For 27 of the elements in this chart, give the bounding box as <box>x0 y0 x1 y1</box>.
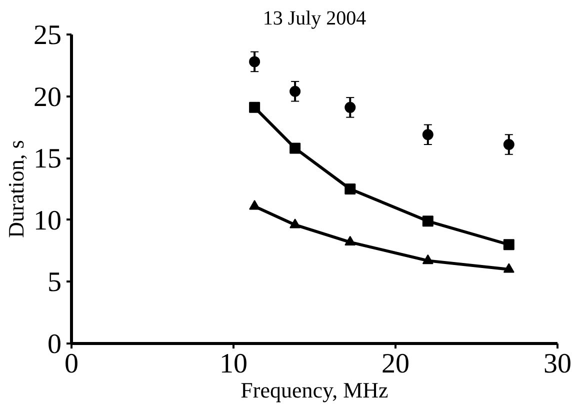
point <box>290 218 301 228</box>
point <box>344 102 356 113</box>
y-axis-title: Duration, s <box>4 140 28 238</box>
y-tick-label: 0 <box>48 329 62 360</box>
x-tick-label: 20 <box>382 348 410 380</box>
point <box>344 184 356 194</box>
y-tick-label: 10 <box>34 205 62 236</box>
point <box>422 254 434 264</box>
y-tick-label: 25 <box>34 20 62 51</box>
chart-title: 13 July 2004 <box>262 8 366 30</box>
point <box>249 102 260 113</box>
point <box>290 142 301 154</box>
point <box>503 139 514 150</box>
point <box>503 239 514 250</box>
y-tick-label: 20 <box>34 82 62 113</box>
y-tick-label: 15 <box>34 144 62 175</box>
point <box>503 263 514 273</box>
point <box>249 200 260 210</box>
point <box>249 56 260 68</box>
point <box>422 129 434 140</box>
point <box>290 86 301 97</box>
point <box>344 236 356 246</box>
x-tick-label: 10 <box>220 348 248 380</box>
point <box>422 216 434 227</box>
y-tick-label: 5 <box>48 267 62 298</box>
x-axis-title: Frequency, MHz <box>240 378 389 402</box>
x-tick-label: 30 <box>544 348 572 380</box>
